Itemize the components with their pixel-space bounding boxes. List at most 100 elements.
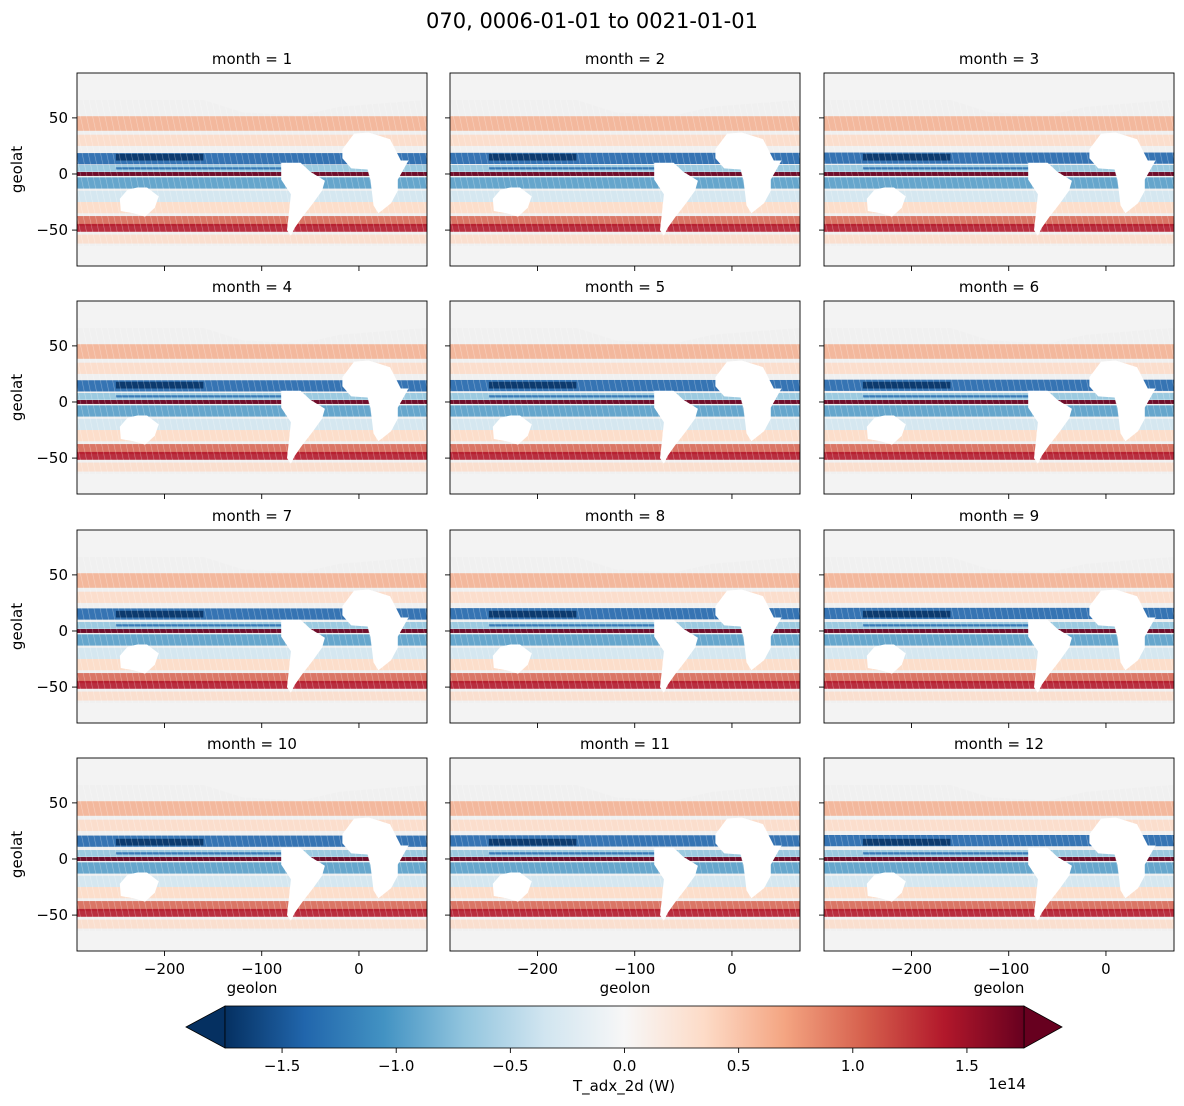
antarctic-mask [824,473,1174,494]
south-america-land [1028,162,1072,236]
antarctic-mask [824,245,1174,266]
y-tick-label: −50 [36,221,68,239]
africa-land [1089,589,1156,671]
panel-month-9: month = 9 [819,507,1175,728]
panel-frame [823,529,1175,724]
colorbar-extend-high [1023,1005,1063,1049]
northern-land-mask [450,301,800,344]
y-tick-label: 50 [49,109,68,127]
suptitle: 070, 0006-01-01 to 0021-01-01 [426,9,758,33]
panel-month-2: month = 2 [445,50,801,271]
panel-title: month = 6 [959,278,1039,296]
panel-frame [449,757,801,952]
colorbar-offset: 1e14 [988,1075,1026,1093]
northern-land-mask [77,758,427,801]
south-america-land [1028,619,1072,693]
x-axis-label: geolon [227,979,278,997]
antarctic-mask [824,702,1174,723]
south-america-land [654,390,698,464]
panel-title: month = 3 [959,50,1039,68]
y-tick-label: −50 [36,449,68,467]
y-axis-label: geolat [8,831,26,878]
x-tick-label: −200 [517,960,558,978]
panel-title: month = 1 [212,50,292,68]
y-tick-label: 0 [58,622,68,640]
colorbar-gradient [224,1005,1025,1049]
y-tick-label: 0 [58,165,68,183]
africa-land [342,132,409,214]
panel-title: month = 5 [585,278,665,296]
x-tick-label: 0 [354,960,364,978]
heatmap-field [824,530,1174,723]
africa-land [715,817,782,899]
colorbar-tick-label: 0.5 [727,1057,751,1075]
africa-land [715,132,782,214]
africa-land [1089,817,1156,899]
panel-frame [449,529,801,724]
panel-month-8: month = 8 [445,507,801,728]
northern-land-mask [77,73,427,116]
x-tick-label: −200 [144,960,185,978]
antarctic-mask [450,473,800,494]
colorbar: −1.5 −1.0 −0.5 0.0 0.5 1.0 1.5 T_adx_2d (W) 1e… [185,1005,1063,1096]
panel-month-4: month = 4 50 0 −50 geolat [8,278,428,499]
colorbar-tick-label: −1.5 [264,1057,300,1075]
northern-land-mask [450,758,800,801]
heatmap-field [450,758,800,951]
heatmap-field [824,301,1174,494]
x-tick-label: −100 [614,960,655,978]
panel-title: month = 2 [585,50,665,68]
heatmap-field [824,758,1174,951]
australia-land [492,187,532,217]
panel-frame [76,300,428,495]
antarctic-mask [77,473,427,494]
australia-land [866,415,906,445]
south-america-land [654,847,698,921]
panel-month-6: month = 6 [819,278,1175,499]
heatmap-field [77,758,427,951]
africa-land [715,589,782,671]
x-tick-label: −100 [241,960,282,978]
x-tick-label: 0 [1101,960,1111,978]
x-tick-label: −100 [988,960,1029,978]
africa-land [342,817,409,899]
heatmap-field [824,73,1174,266]
panel-frame [76,529,428,724]
y-tick-label: 50 [49,794,68,812]
y-tick-label: 0 [58,393,68,411]
panel-title: month = 9 [959,507,1039,525]
northern-land-mask [77,301,427,344]
panel-month-10: month = 10 50 0 −50 −200 −100 0 geolat geolon [8,735,428,997]
antarctic-mask [77,702,427,723]
heatmap-field [77,73,427,266]
africa-land [715,360,782,442]
africa-land [1089,132,1156,214]
antarctic-mask [450,930,800,951]
y-tick-label: 50 [49,566,68,584]
antarctic-mask [450,245,800,266]
panel-frame [823,757,1175,952]
northern-land-mask [450,73,800,116]
panel-frame [823,72,1175,267]
y-tick-label: 50 [49,337,68,355]
y-tick-label: −50 [36,678,68,696]
y-axis-label: geolat [8,146,26,193]
australia-land [119,187,159,217]
colorbar-tick-label: 1.0 [841,1057,865,1075]
africa-land [342,360,409,442]
panel-title: month = 8 [585,507,665,525]
australia-land [119,872,159,902]
panel-frame [449,72,801,267]
australia-land [866,187,906,217]
colorbar-tick-label: −0.5 [492,1057,528,1075]
panel-month-7: month = 7 50 0 −50 geolat [8,507,428,728]
northern-land-mask [824,530,1174,573]
australia-land [492,415,532,445]
heatmap-field [77,530,427,723]
antarctic-mask [450,702,800,723]
heatmap-field [450,530,800,723]
colorbar-extend-low [185,1005,226,1049]
northern-land-mask [450,530,800,573]
colorbar-tick-label: 1.5 [955,1057,979,1075]
south-america-land [654,162,698,236]
